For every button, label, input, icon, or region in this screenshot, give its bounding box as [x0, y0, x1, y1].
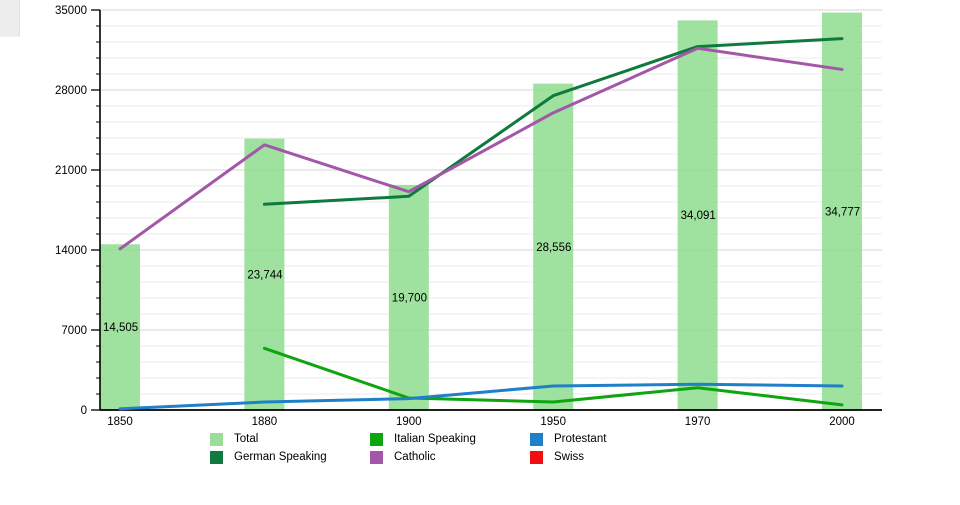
legend-item-german-speaking: German Speaking — [210, 448, 370, 466]
corner-artifact — [0, 0, 20, 37]
legend-item-protestant: Protestant — [530, 430, 690, 448]
bar-value-label: 23,744 — [247, 269, 283, 281]
legend-label: Catholic — [394, 450, 436, 463]
total-bar — [822, 12, 862, 410]
x-axis-tick-label: 1970 — [685, 416, 711, 428]
line-catholic — [118, 46, 844, 251]
total-bar — [677, 20, 718, 410]
legend-column: Total German Speaking — [210, 430, 370, 466]
german-speaking-swatch-icon — [210, 450, 223, 464]
line-italian-speaking — [262, 346, 844, 407]
total-bar — [533, 83, 574, 410]
legend-label: German Speaking — [234, 450, 327, 463]
x-axis-tick-label: 2000 — [829, 416, 855, 428]
y-axis-tick-label: 14000 — [55, 245, 87, 257]
bar-value-label: 34,091 — [681, 210, 716, 222]
y-axis-tick-label: 7000 — [61, 325, 87, 337]
x-axis-tick-label: 1950 — [540, 416, 566, 428]
y-axis-tick-label: 28000 — [55, 85, 87, 97]
bar-value-label: 14,505 — [103, 322, 138, 334]
total-swatch-icon — [210, 432, 223, 446]
line-german-speaking — [262, 37, 844, 206]
total-bar — [100, 244, 140, 410]
y-axis-tick-label: 0 — [81, 405, 87, 417]
legend: Total German Speaking Italian Speaking Cath… — [210, 430, 690, 466]
x-axis-tick-label: 1900 — [396, 416, 422, 428]
catholic-swatch-icon — [370, 450, 383, 464]
legend-item-swiss: Swiss — [530, 448, 690, 466]
total-bar — [244, 138, 285, 410]
legend-item-catholic: Catholic — [370, 448, 530, 466]
total-bar — [388, 184, 429, 410]
legend-label: Italian Speaking — [394, 432, 476, 445]
x-axis-tick-label: 1850 — [107, 416, 133, 428]
legend-item-total: Total — [210, 430, 370, 448]
legend-label: Total — [234, 432, 259, 445]
y-axis-tick-label: 21000 — [55, 165, 87, 177]
line-protestant — [118, 382, 844, 411]
bar-value-label: 28,556 — [536, 242, 571, 254]
swiss-swatch-icon — [530, 450, 543, 464]
legend-label: Protestant — [554, 432, 607, 445]
bar-value-label: 19,700 — [392, 292, 427, 304]
protestant-swatch-icon — [530, 432, 543, 446]
legend-column: Italian Speaking Catholic — [370, 430, 530, 466]
bar-value-label: 34,777 — [825, 206, 860, 218]
legend-column: Protestant Swiss — [530, 430, 690, 466]
italian-speaking-swatch-icon — [370, 432, 383, 446]
legend-item-italian-speaking: Italian Speaking — [370, 430, 530, 448]
x-axis-tick-label: 1880 — [252, 416, 278, 428]
legend-label: Swiss — [554, 450, 585, 463]
y-axis-tick-label: 35000 — [55, 5, 87, 17]
